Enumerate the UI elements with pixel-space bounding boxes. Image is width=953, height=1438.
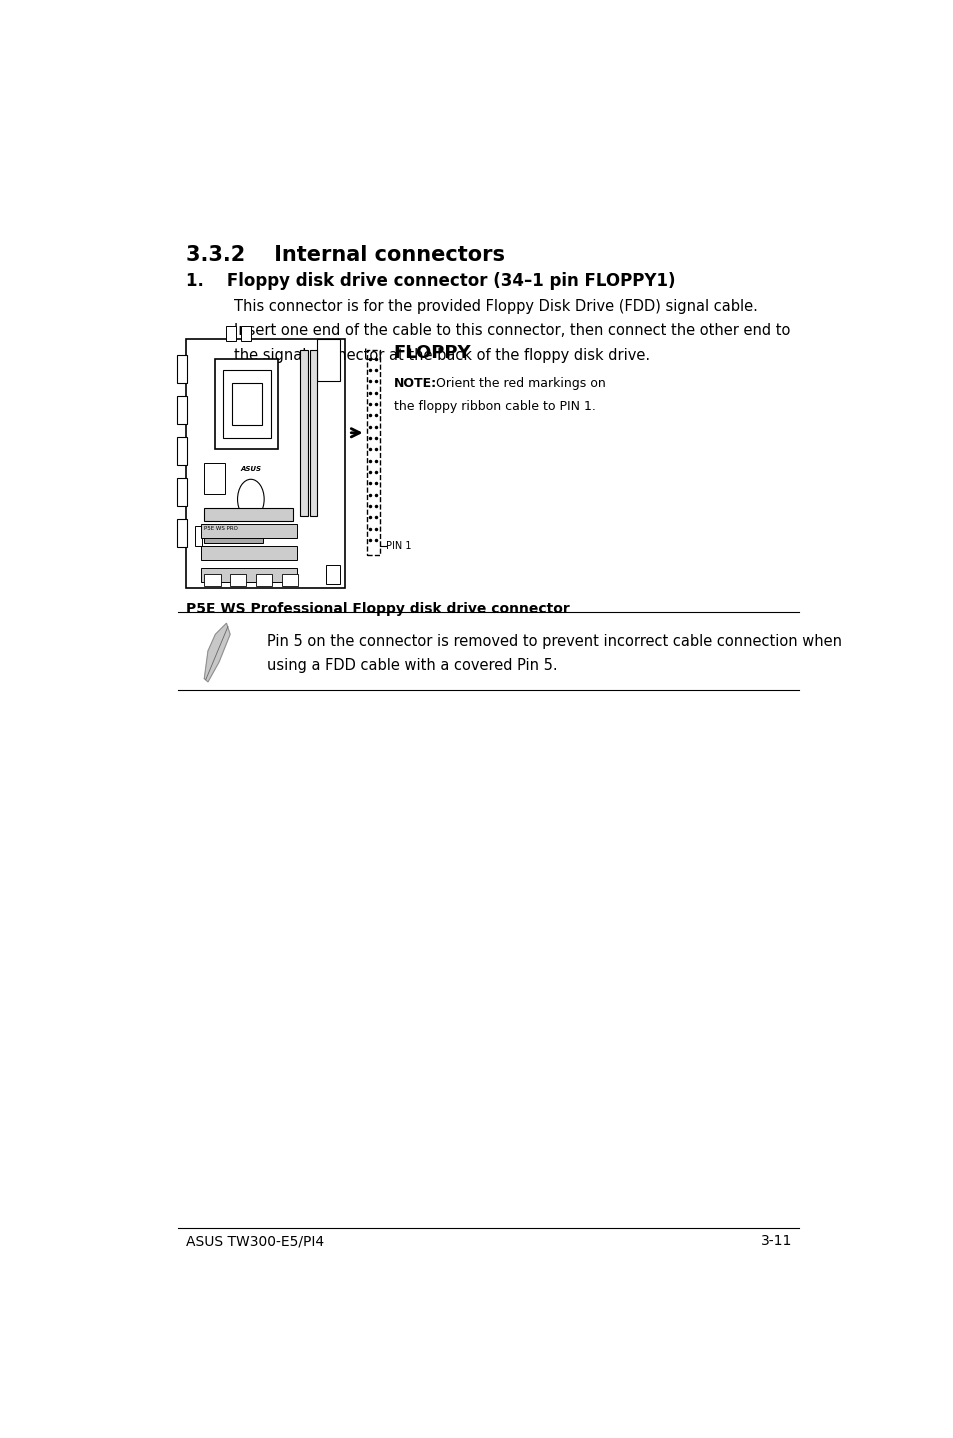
Text: ASUS: ASUS [240,466,261,472]
Bar [230,575,246,585]
Bar [215,358,278,450]
Polygon shape [204,623,230,682]
Bar [176,397,187,424]
Text: Orient the red markings on: Orient the red markings on [432,377,605,390]
Bar [186,339,344,588]
Bar [204,463,225,493]
Bar [300,349,308,516]
Bar [204,508,293,522]
Text: P5E WS PRO: P5E WS PRO [204,526,238,531]
Text: the floppy ribbon cable to PIN 1.: the floppy ribbon cable to PIN 1. [394,400,595,413]
Bar [241,326,251,341]
Text: using a FDD cable with a covered Pin 5.: using a FDD cable with a covered Pin 5. [267,657,558,673]
Text: PIN 1: PIN 1 [386,541,412,551]
Bar [222,370,271,439]
Circle shape [237,479,264,519]
Text: the signal connector at the back of the floppy disk drive.: the signal connector at the back of the … [233,348,649,362]
Bar [367,349,380,555]
Bar [255,575,272,585]
Bar [226,326,235,341]
Bar [282,575,298,585]
Text: This connector is for the provided Floppy Disk Drive (FDD) signal cable.: This connector is for the provided Flopp… [233,299,757,313]
Bar [200,545,296,561]
Bar [194,526,202,545]
Text: FLOPPY: FLOPPY [394,344,471,362]
Text: Insert one end of the cable to this connector, then connect the other end to: Insert one end of the cable to this conn… [233,324,789,338]
Bar [232,383,262,426]
Bar [316,338,340,381]
Bar [176,519,187,546]
Text: Pin 5 on the connector is removed to prevent incorrect cable connection when: Pin 5 on the connector is removed to pre… [267,634,841,650]
Bar [176,355,187,383]
Text: P5E WS Professional Floppy disk drive connector: P5E WS Professional Floppy disk drive co… [186,603,569,615]
Bar [200,568,296,582]
Text: NOTE:: NOTE: [394,377,436,390]
Text: 3-11: 3-11 [760,1234,791,1248]
Bar [204,575,220,585]
Bar [326,565,339,584]
Bar [176,437,187,464]
Bar [310,349,317,516]
Text: ASUS TW300-E5/PI4: ASUS TW300-E5/PI4 [186,1234,324,1248]
Text: 1.    Floppy disk drive connector (34–1 pin FLOPPY1): 1. Floppy disk drive connector (34–1 pin… [186,272,675,290]
Bar [176,479,187,506]
Bar [204,529,263,544]
Bar [200,523,296,538]
Text: 3.3.2    Internal connectors: 3.3.2 Internal connectors [186,244,504,265]
